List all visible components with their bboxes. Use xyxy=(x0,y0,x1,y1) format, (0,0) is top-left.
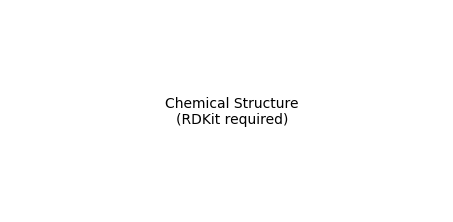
Text: Chemical Structure
(RDKit required): Chemical Structure (RDKit required) xyxy=(165,97,299,127)
